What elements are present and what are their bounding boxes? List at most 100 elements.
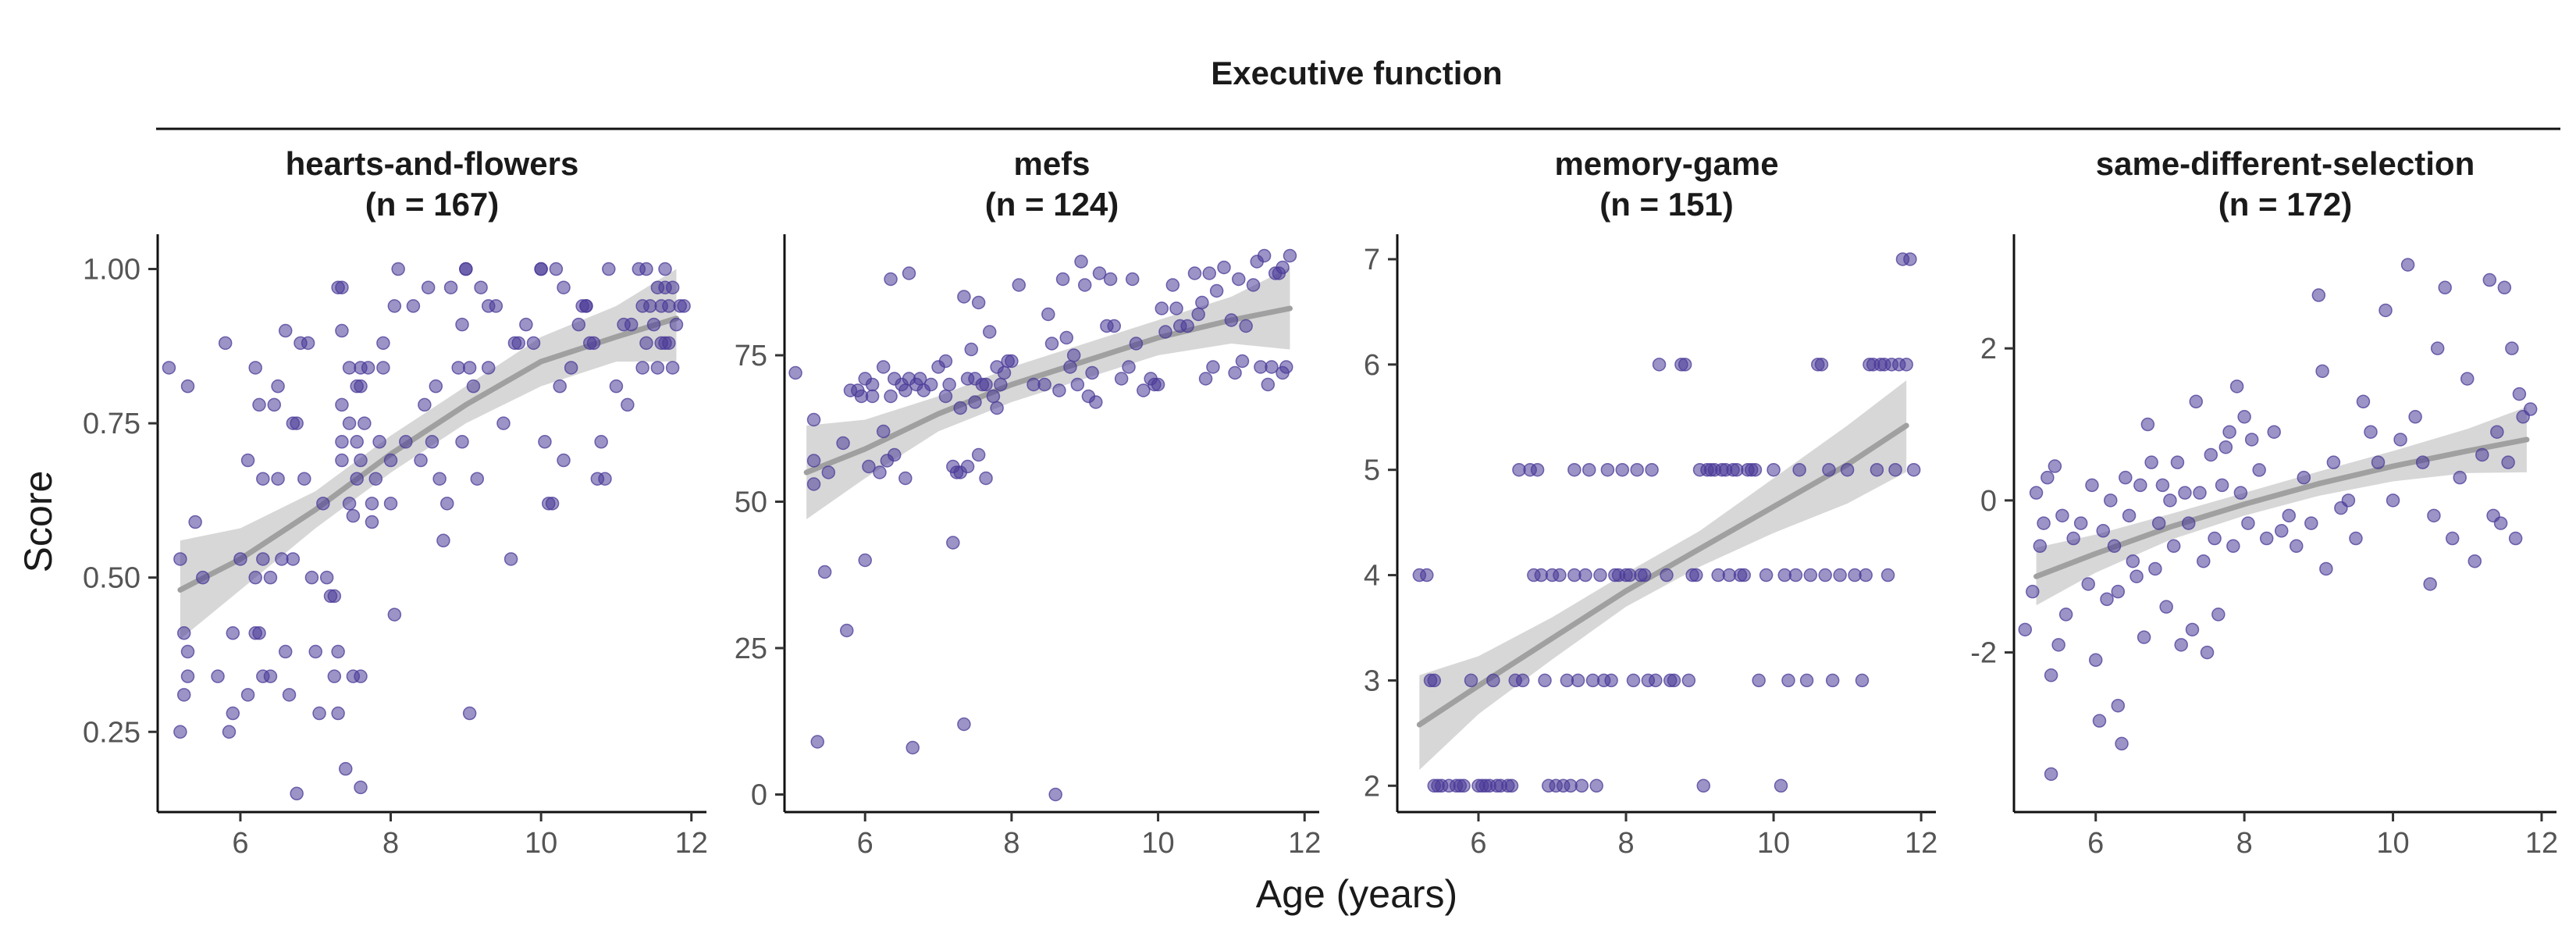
fit-line: [2033, 436, 2530, 579]
data-point: [233, 552, 247, 566]
data-point: [451, 361, 465, 375]
facet-panels: hearts-and-flowers (n = 167) 6 8 10 12 0.25 0.5…: [83, 145, 2558, 860]
data-point: [342, 416, 357, 430]
confidence-band: [2036, 407, 2527, 606]
data-point: [335, 453, 349, 468]
data-point: [248, 570, 262, 585]
data-point: [2029, 486, 2044, 500]
data-point: [350, 435, 364, 449]
data-point: [1092, 266, 1107, 280]
data-point: [1257, 248, 1272, 263]
data-point: [2319, 561, 2333, 576]
facet-title: mefs: [1013, 145, 1090, 182]
data-point: [979, 377, 993, 392]
data-point: [263, 570, 278, 585]
data-point: [2282, 508, 2297, 523]
x-tick-label: 8: [1003, 827, 1019, 860]
data-point: [982, 325, 997, 339]
x-axis-title: Age (years): [1256, 872, 1457, 916]
data-point: [248, 361, 262, 375]
data-point: [906, 740, 920, 755]
facet-n-label: (n = 124): [985, 186, 1119, 223]
data-point: [2490, 425, 2504, 439]
data-point: [2423, 577, 2437, 591]
data-point: [1774, 778, 1788, 793]
data-point: [2341, 493, 2356, 508]
data-point: [2159, 600, 2173, 614]
data-point: [489, 299, 503, 313]
data-point: [2174, 638, 2188, 652]
data-point: [462, 706, 477, 721]
x-tick-label: 8: [2236, 827, 2253, 860]
data-point: [1538, 673, 1552, 688]
data-point: [658, 262, 672, 276]
data-point: [240, 453, 255, 468]
data-point: [290, 786, 304, 801]
data-point: [2129, 569, 2144, 583]
data-point: [1037, 377, 1051, 392]
data-point: [1427, 673, 1442, 688]
data-point: [1652, 358, 1667, 372]
data-point: [865, 377, 880, 392]
data-point: [406, 299, 421, 313]
data-point: [271, 379, 285, 394]
data-point: [222, 725, 237, 739]
data-point: [2259, 531, 2274, 546]
data-point: [1903, 252, 1917, 266]
data-point: [665, 361, 680, 375]
data-point: [957, 290, 971, 304]
x-tick-label: 8: [1617, 827, 1634, 860]
data-point: [278, 644, 293, 659]
data-point: [327, 589, 342, 604]
data-point: [308, 644, 322, 659]
data-point: [643, 299, 657, 313]
data-point: [1217, 260, 1231, 275]
data-point: [2144, 455, 2158, 469]
data-point: [1232, 272, 1246, 287]
data-point: [256, 472, 270, 486]
data-point: [350, 472, 364, 486]
data-point: [968, 395, 982, 409]
data-point: [466, 379, 481, 394]
data-point: [658, 336, 672, 351]
data-point: [1055, 272, 1070, 287]
facet-n-label: (n = 172): [2218, 186, 2353, 223]
data-point: [2018, 622, 2033, 637]
data-point: [923, 377, 938, 392]
data-point: [677, 299, 691, 313]
data-point: [1600, 462, 1615, 477]
data-point: [425, 435, 439, 449]
data-point: [806, 454, 821, 468]
data-point: [2237, 410, 2251, 424]
data-point: [2453, 470, 2467, 485]
data-point: [1005, 354, 1019, 369]
data-point: [862, 459, 876, 474]
data-point: [669, 317, 684, 332]
data-point: [218, 336, 233, 351]
data-point: [2051, 638, 2065, 652]
data-point: [335, 323, 349, 338]
x-tick-label: 6: [857, 827, 873, 860]
data-point: [2371, 455, 2386, 469]
data-point: [2229, 379, 2244, 394]
data-point: [2493, 516, 2508, 530]
data-point: [579, 299, 593, 313]
data-point: [1814, 358, 1829, 372]
data-point: [953, 401, 967, 415]
data-point: [519, 317, 533, 332]
data-point: [2111, 698, 2126, 713]
data-point: [459, 262, 473, 276]
data-point: [2081, 577, 2095, 591]
data-point: [1041, 307, 1055, 322]
data-point: [2085, 478, 2099, 493]
data-point: [496, 416, 511, 430]
data-point: [876, 360, 891, 374]
y-tick-label: 7: [1364, 244, 1380, 276]
data-point: [1107, 319, 1122, 333]
data-point: [2315, 364, 2329, 379]
facet-same-different-selection: same-different-selection (n = 172) 6 8 10 12 -…: [1970, 145, 2558, 860]
data-point: [376, 336, 390, 351]
data-point: [1906, 462, 1921, 477]
data-point: [1125, 272, 1140, 287]
